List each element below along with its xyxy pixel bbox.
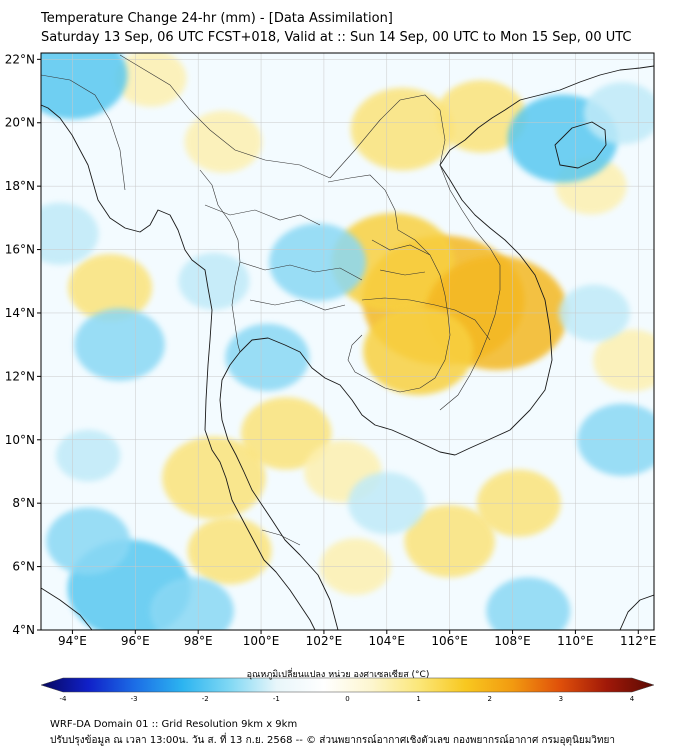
map-subtitle: Saturday 13 Sep, 06 UTC FCST+018, Valid …	[41, 30, 632, 45]
anomaly-region-29	[486, 577, 571, 630]
footer-model-info: WRF-DA Domain 01 :: Grid Resolution 9km …	[50, 719, 298, 730]
anomaly-region-25	[269, 223, 367, 302]
colorbar-tick-label: 4	[630, 695, 635, 703]
colorbar-bar	[40, 677, 655, 693]
myanmar-india-border	[41, 74, 126, 191]
colorbar-ticks: -4 -3 -2 -1 0 1 2 3 4	[60, 695, 635, 703]
x-tick-label: 106°E	[431, 634, 468, 648]
colorbar-tick-label: -3	[131, 695, 138, 703]
borneo-coast	[619, 594, 654, 630]
colorbar-tick-label: -4	[60, 695, 68, 703]
y-tick-label: 18°N	[5, 179, 35, 193]
anomaly-region-20	[46, 507, 131, 575]
colorbar-tick-label: 1	[416, 695, 420, 703]
x-tick-label: 98°E	[184, 634, 213, 648]
x-tick-label: 100°E	[243, 634, 280, 648]
anomaly-region-11	[68, 254, 153, 322]
plot-area	[41, 53, 654, 630]
map-frame	[40, 52, 655, 631]
y-tick-label: 10°N	[5, 433, 35, 447]
anomaly-region-7	[187, 517, 272, 585]
anomaly-region-24	[583, 82, 654, 145]
x-tick-label: 112°E	[620, 634, 657, 648]
anomaly-region-32	[149, 577, 234, 630]
anomaly-region-22	[41, 202, 99, 265]
anomaly-region-21	[74, 308, 165, 381]
hainan-coast	[554, 121, 607, 169]
anomaly-field	[41, 53, 654, 630]
x-tick-label: 110°E	[557, 634, 594, 648]
y-tick-label: 22°N	[5, 52, 35, 66]
x-tick-label: 104°E	[369, 634, 406, 648]
map-title: Temperature Change 24-hr (mm) - [Data As…	[41, 11, 393, 26]
anomaly-region-1	[331, 213, 455, 312]
y-tick-label: 12°N	[5, 369, 35, 383]
sumatra-coast	[41, 587, 93, 630]
x-axis-ticks: 94°E 96°E 98°E 100°E 102°E 104°E 106°E 108°E 110…	[58, 630, 657, 648]
y-tick-label: 16°N	[5, 243, 35, 257]
anomaly-region-26	[225, 323, 310, 391]
mainland-coastline	[41, 104, 316, 630]
colorbar: -4 -3 -2 -1 0 1 2 3 4	[40, 677, 655, 703]
y-tick-label: 20°N	[5, 116, 35, 130]
thai-province-lines	[204, 204, 431, 311]
colorbar-title: อุณหภูมิเปลี่ยนแปลง หน่วย องศาเซลเซียส (…	[246, 670, 430, 680]
colorbar-tick-label: 3	[559, 695, 563, 703]
x-tick-label: 108°E	[494, 634, 531, 648]
graticule	[41, 53, 654, 630]
y-tick-label: 8°N	[12, 496, 35, 510]
colorbar-tick-label: 2	[488, 695, 492, 703]
anomaly-region-16	[593, 329, 654, 392]
anomaly-region-6	[162, 436, 266, 520]
anomaly-region-18	[41, 53, 128, 120]
anomaly-region-33	[55, 429, 121, 482]
anomaly-region-10	[240, 397, 332, 470]
laos-china-border	[329, 94, 446, 179]
x-tick-label: 94°E	[58, 634, 87, 648]
thailand-east-border	[327, 174, 451, 393]
y-tick-label: 14°N	[5, 306, 35, 320]
anomaly-region-3	[363, 307, 474, 396]
anomaly-region-5	[435, 80, 527, 153]
vietnam-coast	[439, 65, 654, 456]
y-axis-ticks: 22°N 20°N 18°N 16°N 14°N 12°N 10°N 8°N 6°N 4°N	[5, 52, 41, 637]
footer-credit: ปรับปรุงข้อมูล ณ เวลา 13:00น. วัน ส. ที่…	[50, 735, 615, 746]
x-tick-label: 96°E	[121, 634, 150, 648]
colorbar-tick-label: 0	[345, 695, 349, 703]
colorbar-tick-label: -1	[273, 695, 280, 703]
anomaly-region-12	[115, 53, 187, 107]
x-tick-label: 102°E	[306, 634, 343, 648]
y-tick-label: 4°N	[12, 623, 35, 637]
cambodia-border	[361, 297, 491, 341]
anomaly-region-14	[184, 110, 263, 173]
anomaly-region-4	[350, 87, 455, 171]
anomaly-region-31	[178, 252, 250, 310]
boundaries	[41, 54, 501, 546]
colorbar-tick-label: -2	[202, 695, 209, 703]
malaysia-border	[261, 529, 301, 546]
myanmar-china-border	[119, 54, 331, 179]
y-tick-label: 6°N	[12, 560, 35, 574]
laos-vietnam-border	[439, 164, 501, 411]
